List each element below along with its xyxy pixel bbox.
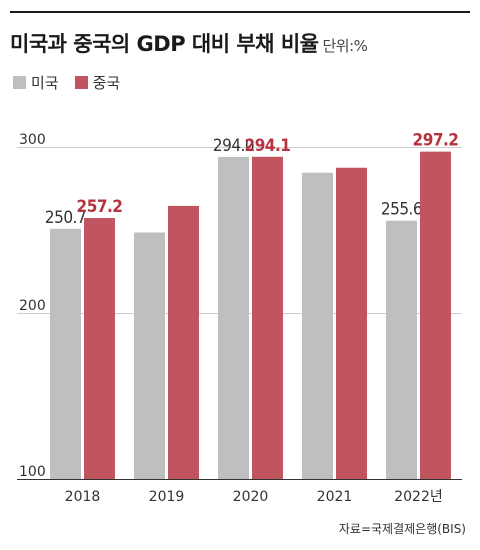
data-label-us: 255.6 [381, 200, 422, 220]
y-tick-label: 300 [19, 132, 46, 148]
data-label-china: 297.2 [413, 131, 459, 151]
source-note: 자료=국제결제은행(BIS) [338, 522, 466, 536]
legend-label-us: 미국 [31, 74, 59, 92]
x-tick-label: 2020 [233, 489, 269, 505]
bar-china [168, 205, 199, 479]
y-tick-label: 100 [19, 464, 46, 480]
x-tick-label: 2018 [65, 489, 101, 505]
data-label-china: 294.1 [245, 136, 291, 156]
legend-swatch-china [74, 76, 88, 89]
chart-title: 미국과 중국의 GDP 대비 부채 비율 단위:% [10, 28, 368, 58]
data-label-china: 257.2 [77, 197, 123, 217]
top-rule [10, 11, 470, 13]
data-label-us: 294.0 [213, 136, 254, 156]
legend-swatch-us [13, 76, 26, 89]
bar-us [218, 156, 249, 479]
legend: 미국 중국 [13, 72, 136, 93]
data-label-us: 250.7 [45, 208, 86, 228]
legend-item-us: 미국 [13, 72, 59, 93]
legend-label-china: 중국 [92, 74, 121, 92]
chart-title-text: 미국과 중국의 GDP 대비 부채 비율 [10, 32, 319, 56]
bar-us [302, 172, 333, 480]
x-tick-label: 2019 [149, 489, 185, 505]
legend-item-china: 중국 [74, 72, 121, 93]
bar-china [252, 156, 283, 479]
x-tick-label: 2021 [317, 489, 353, 505]
x-tick-label: 2022년 [394, 489, 443, 505]
bar-us [134, 232, 165, 479]
bar-china [84, 218, 115, 479]
unit-label: 단위:% [322, 37, 368, 55]
bar-china [336, 167, 367, 479]
bar-us [50, 228, 81, 479]
bar-us [386, 220, 417, 480]
bar-china [420, 151, 451, 479]
y-tick-label: 200 [19, 298, 46, 314]
